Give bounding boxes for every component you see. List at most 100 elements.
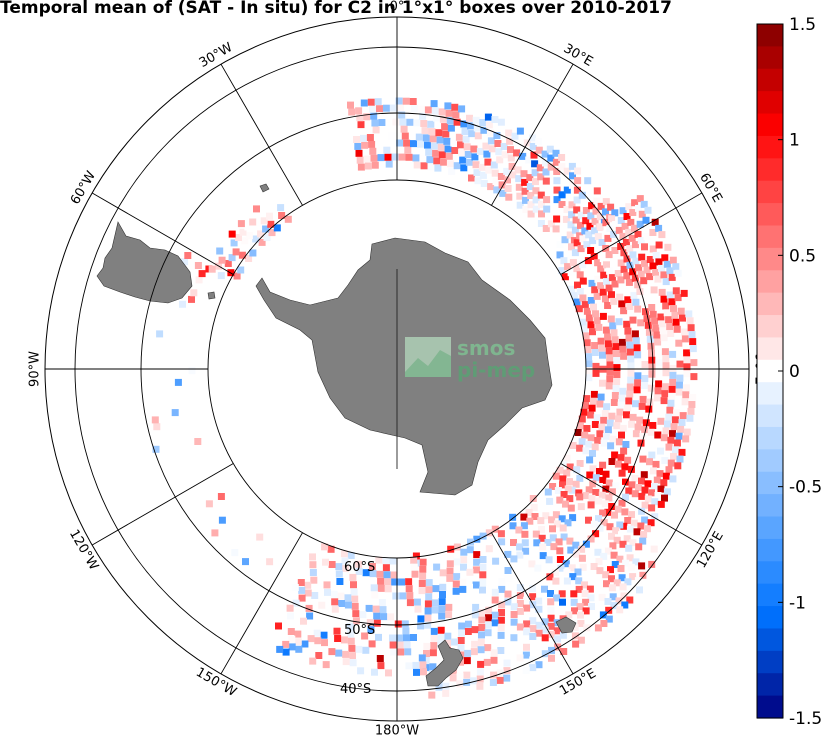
anomaly-cell bbox=[683, 349, 691, 357]
anomaly-cell bbox=[634, 423, 642, 431]
anomaly-cell bbox=[646, 273, 654, 281]
anomaly-cell bbox=[298, 594, 306, 602]
anomaly-cell bbox=[566, 463, 574, 471]
anomaly-cell bbox=[437, 633, 445, 641]
anomaly-cell bbox=[541, 150, 549, 158]
anomaly-cell bbox=[669, 378, 677, 386]
anomaly-cell bbox=[577, 211, 585, 219]
anomaly-cell bbox=[641, 486, 649, 494]
anomaly-cell bbox=[453, 558, 461, 566]
anomaly-cell bbox=[527, 210, 535, 218]
anomaly-cell bbox=[545, 556, 553, 564]
anomaly-cell bbox=[547, 220, 555, 228]
anomaly-cell bbox=[568, 486, 576, 494]
anomaly-cell bbox=[675, 339, 683, 347]
anomaly-cell bbox=[520, 522, 528, 530]
anomaly-cell bbox=[535, 605, 543, 613]
anomaly-cell bbox=[459, 156, 467, 164]
anomaly-cell bbox=[451, 147, 459, 154]
anomaly-cell bbox=[504, 176, 511, 184]
anomaly-cell bbox=[377, 662, 385, 670]
anomaly-cell bbox=[468, 174, 475, 182]
anomaly-cell bbox=[648, 349, 655, 357]
anomaly-cell bbox=[519, 152, 527, 160]
anomaly-cell bbox=[602, 198, 610, 206]
anomaly-cell bbox=[559, 475, 567, 483]
anomaly-cell bbox=[361, 141, 369, 149]
anomaly-cell bbox=[534, 564, 542, 572]
anomaly-cell bbox=[573, 206, 581, 214]
anomaly-cell bbox=[438, 612, 446, 620]
anomaly-cell bbox=[467, 122, 475, 130]
anomaly-cell bbox=[328, 648, 336, 656]
anomaly-cell bbox=[521, 539, 529, 547]
anomaly-cell bbox=[581, 431, 589, 439]
anomaly-cell bbox=[237, 220, 245, 228]
anomaly-cell bbox=[369, 570, 377, 578]
anomaly-cell bbox=[418, 587, 426, 595]
anomaly-cell bbox=[548, 654, 555, 662]
anomaly-cell bbox=[611, 336, 619, 344]
anomaly-cell bbox=[641, 243, 648, 251]
anomaly-cell bbox=[525, 156, 533, 164]
anomaly-cell bbox=[597, 337, 605, 345]
anomaly-cell bbox=[622, 441, 630, 448]
anomaly-cell bbox=[543, 196, 551, 204]
anomaly-cell bbox=[470, 145, 478, 153]
anomaly-cell bbox=[370, 584, 378, 592]
anomaly-cell bbox=[634, 230, 642, 238]
colorbar-segment bbox=[757, 180, 783, 204]
colorbar-segment bbox=[757, 673, 783, 697]
anomaly-cell bbox=[476, 675, 484, 683]
anomaly-cell bbox=[431, 599, 439, 607]
anomaly-cell bbox=[471, 153, 479, 161]
anomaly-cell bbox=[590, 303, 597, 311]
anomaly-cell bbox=[662, 302, 670, 310]
anomaly-cell bbox=[531, 169, 539, 177]
anomaly-cell bbox=[490, 649, 498, 657]
anomaly-cell bbox=[523, 643, 530, 651]
anomaly-cell bbox=[599, 351, 606, 359]
anomaly-cell bbox=[471, 626, 479, 634]
colorbar-segment bbox=[757, 471, 783, 495]
anomaly-cell bbox=[439, 591, 446, 598]
anomaly-cell bbox=[662, 472, 670, 480]
anomaly-cell bbox=[327, 545, 335, 553]
anomaly-cell bbox=[401, 620, 409, 628]
anomaly-cell bbox=[644, 480, 652, 488]
anomaly-cell bbox=[396, 104, 404, 112]
anomaly-cell bbox=[340, 550, 348, 558]
anomaly-cell bbox=[571, 632, 579, 640]
anomaly-cell bbox=[473, 169, 481, 177]
anomaly-cell bbox=[668, 385, 676, 393]
anomaly-cell bbox=[453, 118, 461, 126]
anomaly-cell bbox=[632, 257, 640, 265]
anomaly-cell bbox=[592, 362, 600, 370]
anomaly-cell bbox=[359, 611, 367, 619]
anomaly-cell bbox=[655, 241, 663, 249]
anomaly-cell bbox=[445, 109, 453, 117]
anomaly-cell bbox=[614, 460, 622, 468]
anomaly-cell bbox=[639, 395, 647, 403]
anomaly-cell bbox=[482, 142, 490, 150]
anomaly-cell bbox=[489, 679, 497, 686]
anomaly-cell bbox=[563, 454, 571, 462]
anomaly-cell bbox=[648, 489, 655, 497]
anomaly-cell bbox=[354, 142, 362, 150]
anomaly-cell bbox=[629, 539, 637, 547]
anomaly-cell bbox=[603, 580, 610, 588]
anomaly-cell bbox=[429, 135, 437, 143]
anomaly-cell bbox=[566, 231, 574, 239]
anomaly-cell bbox=[634, 372, 642, 380]
anomaly-cell bbox=[669, 256, 677, 264]
anomaly-cell bbox=[541, 585, 548, 593]
anomaly-cell bbox=[463, 678, 471, 686]
anomaly-cell bbox=[646, 398, 654, 406]
anomaly-cell bbox=[616, 521, 624, 529]
anomaly-cell bbox=[542, 512, 550, 520]
anomaly-cell bbox=[384, 153, 392, 161]
anomaly-cell bbox=[305, 604, 313, 612]
anomaly-cell bbox=[655, 359, 663, 367]
anomaly-cell bbox=[648, 451, 656, 459]
anomaly-cell bbox=[438, 151, 446, 159]
